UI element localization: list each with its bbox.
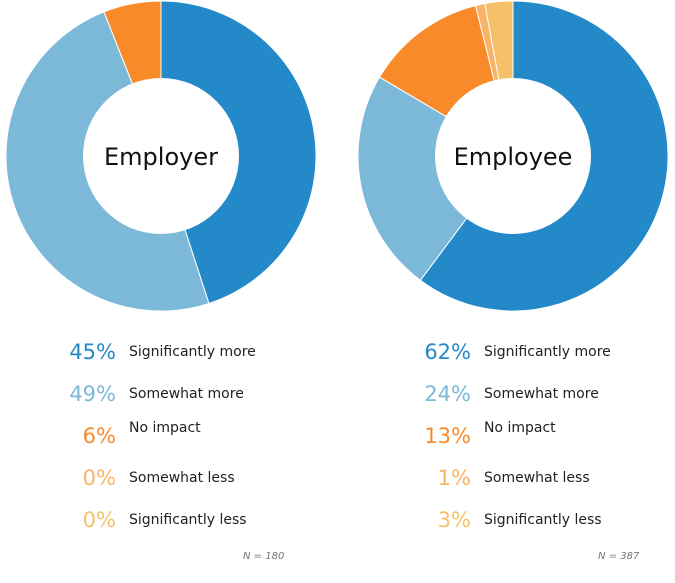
employer-pct-somewhat-more: 49% — [69, 382, 116, 406]
legend-row-somewhat-more: 24% Somewhat more — [395, 380, 675, 422]
employer-pct-significantly-more: 45% — [69, 340, 116, 364]
employee-pct-significantly-more: 62% — [424, 340, 471, 364]
employee-pct-significantly-less: 3% — [437, 508, 471, 532]
legend-label-no-impact: No impact — [129, 420, 201, 436]
donut-hole — [435, 78, 591, 234]
legend-label-significantly-less: Significantly less — [129, 512, 247, 528]
legend-row-significantly-more: 62% Significantly more — [395, 338, 675, 380]
legend-label-significantly-more: Significantly more — [129, 344, 256, 360]
legend-label-somewhat-less: Somewhat less — [484, 470, 590, 486]
donut-hole — [83, 78, 239, 234]
legend-label-significantly-more: Significantly more — [484, 344, 611, 360]
legend-row-somewhat-less: 1% Somewhat less — [395, 464, 675, 506]
employee-pct-no-impact: 13% — [424, 424, 471, 448]
employer-pct-significantly-less: 0% — [82, 508, 116, 532]
employee-donut-chart: Employee — [357, 0, 669, 312]
employee-pct-somewhat-less: 1% — [437, 466, 471, 490]
legend-row-significantly-less: 3% Significantly less — [395, 506, 675, 548]
legend-row-no-impact: 6% No impact — [40, 420, 360, 464]
legend-label-somewhat-more: Somewhat more — [129, 386, 244, 402]
legend-row-somewhat-less: 0% Somewhat less — [40, 464, 360, 506]
employee-sample-size: N = 387 — [598, 551, 640, 562]
legend-label-somewhat-more: Somewhat more — [484, 386, 599, 402]
employer-pct-somewhat-less: 0% — [82, 466, 116, 490]
employer-center-label: Employer — [104, 143, 218, 171]
employer-sample-size: N = 180 — [243, 551, 285, 562]
employer-donut-chart: Employer — [5, 0, 317, 312]
employee-legend: 62% Significantly more 24% Somewhat more… — [395, 338, 675, 548]
employer-legend: 45% Significantly more 49% Somewhat more… — [40, 338, 360, 548]
legend-row-significantly-less: 0% Significantly less — [40, 506, 360, 548]
legend-label-significantly-less: Significantly less — [484, 512, 602, 528]
legend-row-no-impact: 13% No impact — [395, 420, 675, 464]
employee-slice-somewhat-more — [357, 76, 514, 281]
employer-pct-no-impact: 6% — [82, 424, 116, 448]
legend-label-somewhat-less: Somewhat less — [129, 470, 235, 486]
legend-label-no-impact: No impact — [484, 420, 556, 436]
employee-center-label: Employee — [454, 143, 573, 171]
legend-row-significantly-more: 45% Significantly more — [40, 338, 360, 380]
legend-row-somewhat-more: 49% Somewhat more — [40, 380, 360, 422]
employee-pct-somewhat-more: 24% — [424, 382, 471, 406]
